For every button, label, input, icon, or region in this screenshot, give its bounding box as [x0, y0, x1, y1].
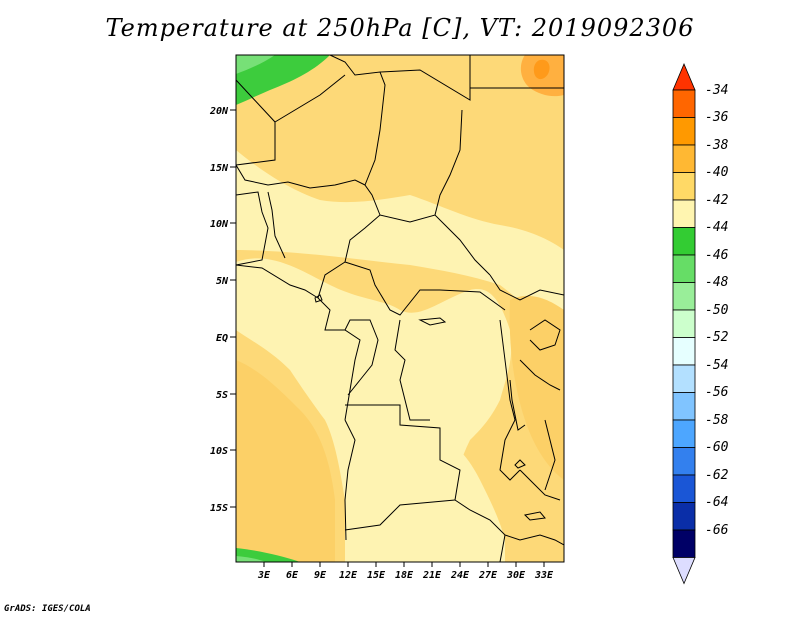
lon-label-18e: 18E — [395, 570, 414, 581]
colorbar-segment — [673, 255, 695, 283]
colorbar-segment — [673, 90, 695, 118]
colorbar — [673, 64, 695, 584]
lon-label-12e: 12E — [339, 570, 358, 581]
colorbar-label: -56 — [705, 385, 729, 400]
lon-label-6e: 6E — [286, 570, 299, 581]
colorbar-labels: -34 -36 -38 -40 -42 -44 -46 -48 -50 -52 … — [705, 83, 729, 538]
lon-label-24e: 24E — [450, 570, 470, 581]
lat-label-15s: 15S — [210, 503, 228, 514]
colorbar-top-triangle — [673, 64, 695, 90]
colorbar-segment — [673, 200, 695, 228]
colorbar-segment — [673, 173, 695, 201]
colorbar-segment — [673, 228, 695, 256]
lat-label-5s: 5S — [216, 390, 228, 401]
lat-label-10n: 10N — [210, 219, 229, 230]
colorbar-label: -50 — [705, 303, 729, 318]
map-panel — [236, 55, 564, 562]
colorbar-label: -40 — [705, 165, 729, 180]
colorbar-label: -48 — [705, 275, 729, 290]
colorbar-segment — [673, 530, 695, 558]
colorbar-segment — [673, 310, 695, 338]
colorbar-segment — [673, 145, 695, 173]
lat-label-5n: 5N — [216, 276, 229, 287]
lon-label-3e: 3E — [257, 570, 271, 581]
lon-label-9e: 9E — [314, 570, 327, 581]
colorbar-label: -58 — [705, 413, 729, 428]
colorbar-label: -60 — [705, 440, 729, 455]
colorbar-segment — [673, 503, 695, 531]
lon-label-27e: 27E — [478, 570, 498, 581]
colorbar-label: -34 — [705, 83, 728, 98]
lon-axis: 3E 6E 9E 12E 15E 18E 21E 24E 27E 30E 33E — [257, 562, 554, 581]
colorbar-label: -38 — [705, 138, 729, 153]
lon-label-21e: 21E — [422, 570, 442, 581]
colorbar-segment — [673, 393, 695, 421]
lon-label-15e: 15E — [367, 570, 386, 581]
lon-label-30e: 30E — [506, 570, 526, 581]
lat-label-20n: 20N — [209, 106, 229, 117]
colorbar-label: -66 — [705, 523, 729, 538]
footer-credit: GrADS: IGES/COLA — [4, 604, 91, 614]
colorbar-label: -42 — [705, 193, 729, 208]
colorbar-segment — [673, 365, 695, 393]
colorbar-segment — [673, 118, 695, 146]
colorbar-segment — [673, 338, 695, 366]
lat-axis: 20N 15N 10N 5N EQ 5S 10S 15S — [209, 106, 236, 514]
colorbar-label: -46 — [705, 248, 729, 263]
colorbar-label: -36 — [705, 110, 729, 125]
lat-label-10s: 10S — [210, 446, 228, 457]
colorbar-label: -44 — [705, 220, 728, 235]
colorbar-segment — [673, 283, 695, 311]
colorbar-label: -62 — [705, 468, 729, 483]
lat-label-eq: EQ — [216, 333, 228, 344]
colorbar-label: -52 — [705, 330, 729, 345]
lat-label-15n: 15N — [210, 163, 229, 174]
colorbar-segment — [673, 475, 695, 503]
colorbar-segment — [673, 420, 695, 448]
lon-label-33e: 33E — [534, 570, 554, 581]
colorbar-label: -54 — [705, 358, 728, 373]
colorbar-segment — [673, 448, 695, 476]
colorbar-bottom-triangle — [673, 558, 695, 584]
colorbar-label: -64 — [705, 495, 728, 510]
